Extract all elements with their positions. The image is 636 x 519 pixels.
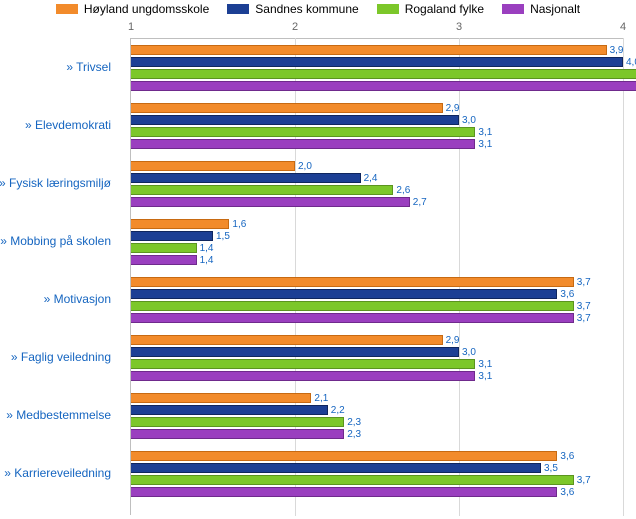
bar-nasjonalt: 3,7 bbox=[131, 313, 574, 323]
bar-value-label: 2,2 bbox=[327, 405, 345, 416]
bar-nasjonalt: 3,6 bbox=[131, 487, 557, 497]
bar-value-label: 2,7 bbox=[409, 197, 427, 208]
legend-swatch bbox=[227, 4, 249, 14]
bar-value-label: 3,0 bbox=[458, 347, 476, 358]
bar-sandnes: 1,5 bbox=[131, 231, 213, 241]
grid-line bbox=[623, 38, 624, 516]
category-link[interactable]: » Fysisk læringsmiljø bbox=[0, 176, 111, 190]
bar-hoyland: 2,9 bbox=[131, 335, 443, 345]
legend-swatch bbox=[56, 4, 78, 14]
bar-value-label: 2,4 bbox=[360, 173, 378, 184]
bar-hoyland: 2,1 bbox=[131, 393, 311, 403]
bar-nasjonalt: 3,1 bbox=[131, 139, 475, 149]
legend-label: Sandnes kommune bbox=[255, 2, 358, 16]
bar-sandnes: 3,6 bbox=[131, 289, 557, 299]
bar-hoyland: 3,7 bbox=[131, 277, 574, 287]
legend-item-sandnes: Sandnes kommune bbox=[227, 2, 358, 16]
bar-value-label: 2,6 bbox=[392, 185, 410, 196]
bar-rogaland: 3,7 bbox=[131, 475, 574, 485]
x-tick-label: 2 bbox=[292, 21, 298, 33]
category-group: » Trivsel3,94,04,14,1 bbox=[131, 45, 623, 91]
bar-value-label: 4,0 bbox=[622, 57, 636, 68]
bar-rogaland: 3,1 bbox=[131, 359, 475, 369]
bar-sandnes: 2,2 bbox=[131, 405, 328, 415]
category-link[interactable]: » Faglig veiledning bbox=[0, 350, 111, 364]
bar-value-label: 3,6 bbox=[556, 487, 574, 498]
category-group: » Motivasjon3,73,63,73,7 bbox=[131, 277, 623, 323]
bar-value-label: 1,5 bbox=[212, 231, 230, 242]
bar-rogaland: 2,3 bbox=[131, 417, 344, 427]
bar-rogaland: 3,7 bbox=[131, 301, 574, 311]
legend-item-rogaland: Rogaland fylke bbox=[377, 2, 484, 16]
bar-nasjonalt: 2,3 bbox=[131, 429, 344, 439]
bar-value-label: 3,6 bbox=[556, 451, 574, 462]
category-link[interactable]: » Motivasjon bbox=[0, 292, 111, 306]
x-tick-label: 1 bbox=[128, 21, 134, 33]
bar-hoyland: 2,9 bbox=[131, 103, 443, 113]
legend-swatch bbox=[377, 4, 399, 14]
bar-value-label: 3,1 bbox=[474, 359, 492, 370]
category-group: » Mobbing på skolen1,61,51,41,4 bbox=[131, 219, 623, 265]
bar-rogaland: 4,1 bbox=[131, 69, 636, 79]
bar-value-label: 3,7 bbox=[573, 313, 591, 324]
bar-value-label: 2,1 bbox=[310, 393, 328, 404]
category-link[interactable]: » Medbestemmelse bbox=[0, 408, 111, 422]
legend-label: Høyland ungdomsskole bbox=[84, 2, 209, 16]
bar-value-label: 1,4 bbox=[196, 243, 214, 254]
bar-rogaland: 1,4 bbox=[131, 243, 197, 253]
bar-value-label: 3,7 bbox=[573, 301, 591, 312]
bar-nasjonalt: 3,1 bbox=[131, 371, 475, 381]
category-group: » Elevdemokrati2,93,03,13,1 bbox=[131, 103, 623, 149]
bar-hoyland: 2,0 bbox=[131, 161, 295, 171]
category-group: » Karriereveiledning3,63,53,73,6 bbox=[131, 451, 623, 497]
bar-sandnes: 3,0 bbox=[131, 115, 459, 125]
category-group: » Medbestemmelse2,12,22,32,3 bbox=[131, 393, 623, 439]
legend-label: Nasjonalt bbox=[530, 2, 580, 16]
bar-value-label: 3,1 bbox=[474, 139, 492, 150]
bar-value-label: 1,6 bbox=[228, 219, 246, 230]
x-tick-label: 4 bbox=[620, 21, 626, 33]
bar-sandnes: 3,0 bbox=[131, 347, 459, 357]
bar-sandnes: 3,5 bbox=[131, 463, 541, 473]
bar-nasjonalt: 1,4 bbox=[131, 255, 197, 265]
bar-value-label: 3,9 bbox=[606, 45, 624, 56]
category-link[interactable]: » Trivsel bbox=[0, 60, 111, 74]
legend-item-nasjonalt: Nasjonalt bbox=[502, 2, 580, 16]
bar-value-label: 3,5 bbox=[540, 463, 558, 474]
category-link[interactable]: » Mobbing på skolen bbox=[0, 234, 111, 248]
bar-sandnes: 2,4 bbox=[131, 173, 361, 183]
bar-hoyland: 3,6 bbox=[131, 451, 557, 461]
category-link[interactable]: » Elevdemokrati bbox=[0, 118, 111, 132]
bar-value-label: 3,7 bbox=[573, 475, 591, 486]
bar-nasjonalt: 4,1 bbox=[131, 81, 636, 91]
legend-label: Rogaland fylke bbox=[405, 2, 484, 16]
bar-value-label: 2,9 bbox=[442, 335, 460, 346]
bar-nasjonalt: 2,7 bbox=[131, 197, 410, 207]
category-group: » Fysisk læringsmiljø2,02,42,62,7 bbox=[131, 161, 623, 207]
bar-value-label: 3,1 bbox=[474, 127, 492, 138]
bar-value-label: 2,3 bbox=[343, 417, 361, 428]
category-link[interactable]: » Karriereveiledning bbox=[0, 466, 111, 480]
bar-value-label: 1,4 bbox=[196, 255, 214, 266]
legend: Høyland ungdomsskole Sandnes kommune Rogal… bbox=[0, 2, 636, 16]
bar-hoyland: 3,9 bbox=[131, 45, 607, 55]
bar-value-label: 2,0 bbox=[294, 161, 312, 172]
chart-container: Høyland ungdomsskole Sandnes kommune Rogal… bbox=[0, 0, 636, 519]
bar-value-label: 3,1 bbox=[474, 371, 492, 382]
bar-value-label: 2,3 bbox=[343, 429, 361, 440]
x-tick-label: 3 bbox=[456, 21, 462, 33]
bar-value-label: 3,7 bbox=[573, 277, 591, 288]
legend-swatch bbox=[502, 4, 524, 14]
category-group: » Faglig veiledning2,93,03,13,1 bbox=[131, 335, 623, 381]
bar-value-label: 2,9 bbox=[442, 103, 460, 114]
bar-value-label: 3,6 bbox=[556, 289, 574, 300]
bar-sandnes: 4,0 bbox=[131, 57, 623, 67]
bar-hoyland: 1,6 bbox=[131, 219, 229, 229]
plot-area: 1234» Trivsel3,94,04,14,1» Elevdemokrati… bbox=[130, 38, 623, 515]
bar-rogaland: 2,6 bbox=[131, 185, 393, 195]
bar-rogaland: 3,1 bbox=[131, 127, 475, 137]
bar-value-label: 3,0 bbox=[458, 115, 476, 126]
legend-item-hoyland: Høyland ungdomsskole bbox=[56, 2, 209, 16]
